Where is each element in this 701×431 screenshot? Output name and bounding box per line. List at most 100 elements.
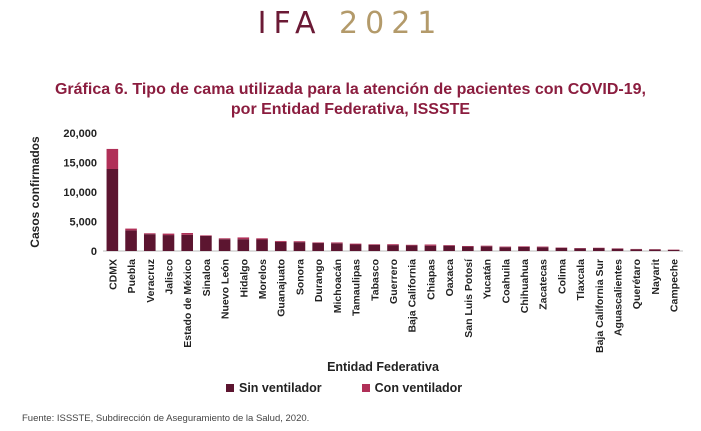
bar-sin-ventilador	[555, 247, 568, 251]
bar-sin-ventilador	[106, 168, 119, 251]
bar-con-ventilador	[237, 237, 250, 240]
bar-sin-ventilador	[312, 243, 324, 251]
bar-sin-ventilador	[536, 247, 549, 251]
bar-sin-ventilador	[143, 234, 156, 251]
bar-sin-ventilador	[574, 248, 586, 251]
bar-chart: Casos confirmados 0 5,000 10,000 15,000 20,00…	[28, 128, 683, 374]
source-note: Fuente: ISSSTE, Subdirección de Aseguram…	[22, 413, 310, 424]
bar-con-ventilador	[499, 246, 512, 248]
bar-con-ventilador	[368, 244, 381, 245]
x-tick-label: Guerrero	[388, 259, 400, 304]
bar-con-ventilador	[143, 233, 156, 235]
bar-sin-ventilador	[667, 249, 680, 251]
x-tick-label: Estado de México	[182, 259, 194, 348]
bar-con-ventilador	[125, 228, 137, 231]
bar-con-ventilador	[443, 245, 455, 246]
chart-title-line1: Gráfica 6. Tipo de cama utilizada para l…	[54, 81, 646, 98]
bar-sin-ventilador	[424, 245, 437, 251]
bar-sin-ventilador	[181, 234, 193, 251]
bar-sin-ventilador	[293, 242, 306, 251]
chart-title-line2: por Entidad Federativa, ISSSTE	[230, 101, 471, 118]
x-tick-label: Tabasco	[369, 259, 381, 301]
bar-sin-ventilador	[387, 245, 399, 251]
bar-con-ventilador	[331, 242, 343, 244]
x-tick-label: San Luis Potosí	[463, 258, 475, 338]
legend-item-con-ventilador: Con ventilador	[361, 381, 463, 395]
x-tick-label: Hidalgo	[238, 259, 250, 298]
x-tick-label: Campeche	[669, 259, 681, 312]
x-tick-label: Puebla	[126, 259, 138, 294]
bar-con-ventilador	[200, 235, 212, 236]
y-tick-label: 15,000	[63, 158, 97, 170]
bar-con-ventilador	[536, 246, 549, 248]
bar-con-ventilador	[162, 233, 175, 236]
legend-swatch-con-ventilador	[361, 384, 370, 392]
bar-con-ventilador	[293, 241, 306, 243]
x-tick-label: Sinaloa	[201, 259, 213, 297]
bar-con-ventilador	[480, 245, 493, 247]
bar-con-ventilador	[518, 246, 530, 247]
bar-sin-ventilador	[125, 230, 137, 251]
x-tick-label: Tamaulipas	[351, 259, 363, 316]
bar-sin-ventilador	[462, 246, 474, 251]
chart-legend: Sin ventilador Con ventilador	[226, 381, 462, 395]
bar-con-ventilador	[218, 238, 231, 240]
bar-sin-ventilador	[162, 235, 175, 251]
y-tick-label: 10,000	[63, 187, 97, 199]
bar-sin-ventilador	[368, 244, 381, 251]
x-tick-label: Coahuila	[500, 259, 512, 303]
bar-sin-ventilador	[630, 249, 643, 251]
x-tick-label: Oaxaca	[444, 259, 456, 297]
header-year: 2021	[339, 6, 444, 41]
bar-sin-ventilador	[274, 241, 287, 251]
x-tick-label: Veracruz	[145, 259, 157, 303]
x-tick-label: Sonora	[294, 259, 306, 295]
x-tick-label: Zacatecas	[538, 259, 550, 310]
legend-item-sin-ventilador: Sin ventilador	[226, 381, 322, 395]
legend-label-sin-ventilador: Sin ventilador	[239, 381, 322, 395]
legend-label-con-ventilador: Con ventilador	[374, 381, 463, 395]
x-tick-label: Nayarit	[650, 259, 662, 295]
x-tick-label: Durango	[313, 259, 325, 302]
report-header: IFA 2021	[0, 6, 701, 41]
x-tick-label: Yucatán	[482, 259, 494, 299]
bar-con-ventilador	[387, 244, 399, 246]
bar-sin-ventilador	[649, 249, 661, 251]
legend-swatch-sin-ventilador	[226, 384, 234, 392]
x-tick-label: Colima	[556, 259, 568, 294]
y-tick-label: 20,000	[63, 128, 97, 140]
x-tick-label: CDMX	[107, 259, 119, 290]
chart-title: Gráfica 6. Tipo de cama utilizada para l…	[0, 80, 701, 120]
bar-con-ventilador	[274, 240, 287, 242]
x-tick-label: Tlaxcala	[575, 259, 587, 301]
bar-con-ventilador	[256, 238, 268, 240]
bar-con-ventilador	[462, 245, 474, 247]
header-prefix: IFA	[257, 6, 323, 41]
x-tick-label: Baja California	[407, 259, 419, 333]
x-tick-label: Nuevo León	[220, 259, 232, 319]
x-tick-label: Aguascalientes	[613, 259, 625, 336]
bar-sin-ventilador	[237, 239, 250, 251]
y-axis-label: Casos confirmados	[28, 136, 42, 248]
x-tick-label: Morelos	[257, 259, 269, 299]
bar-con-ventilador	[106, 148, 119, 169]
bar-con-ventilador	[424, 244, 437, 246]
x-tick-label: Querétaro	[631, 259, 643, 309]
x-tick-label: Michoacán	[332, 259, 344, 313]
bar-sin-ventilador	[200, 235, 212, 251]
x-tick-label: Chiapas	[425, 259, 437, 300]
bar-con-ventilador	[405, 244, 418, 246]
x-tick-label: Chihuahua	[519, 259, 531, 313]
bar-sin-ventilador	[218, 239, 231, 251]
bar-sin-ventilador	[611, 248, 624, 251]
bar-con-ventilador	[181, 233, 193, 235]
x-tick-label: Jalisco	[163, 259, 175, 295]
x-axis-label: Entidad Federativa	[327, 360, 440, 374]
bar-sin-ventilador	[443, 245, 455, 251]
bar-sin-ventilador	[256, 239, 268, 251]
bar-con-ventilador	[312, 242, 324, 244]
bar-sin-ventilador	[480, 246, 493, 251]
bar-sin-ventilador	[331, 243, 343, 251]
bar-sin-ventilador	[593, 248, 605, 251]
y-tick-label: 5,000	[69, 217, 97, 229]
